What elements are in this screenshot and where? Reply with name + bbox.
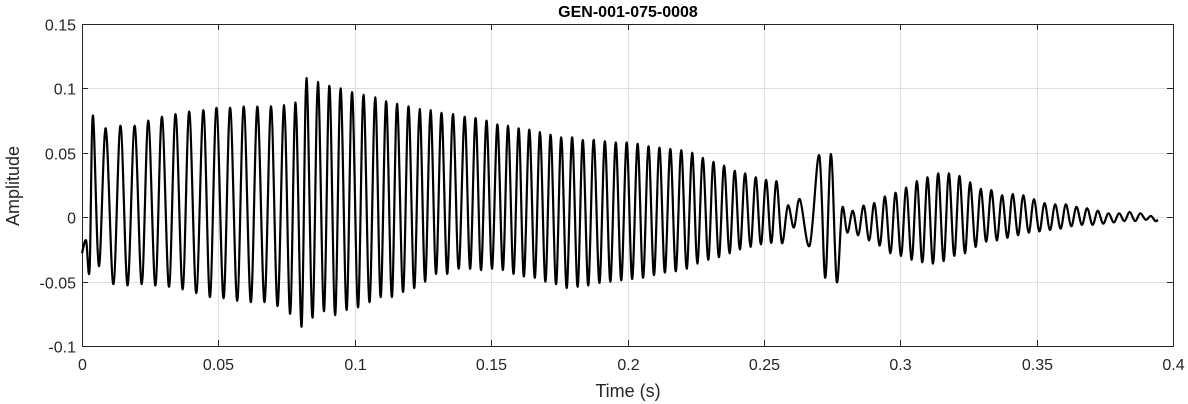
axis-ticks <box>82 24 1174 347</box>
y-tick-label: 0.05 <box>45 147 76 164</box>
x-tick-label: 0.4 <box>1162 357 1184 374</box>
y-axis-label: Amplitude <box>3 146 23 226</box>
y-tick-label: 0 <box>67 211 76 228</box>
y-tick-label: 0.1 <box>54 82 76 99</box>
x-tick-label: 0.05 <box>203 357 234 374</box>
y-tick-labels: -0.1 -0.05 0 0.05 0.1 0.15 <box>40 18 77 357</box>
y-tick-label: -0.05 <box>40 276 77 293</box>
x-tick-label: 0.25 <box>749 357 780 374</box>
chart-title: GEN-001-075-0008 <box>558 4 698 21</box>
x-tick-label: 0.1 <box>344 357 366 374</box>
x-axis-label: Time (s) <box>595 381 660 401</box>
y-tick-label: -0.1 <box>48 340 76 357</box>
x-tick-label: 0.15 <box>476 357 507 374</box>
x-tick-label: 0.35 <box>1022 357 1053 374</box>
waveform-line <box>80 76 1159 328</box>
y-tick-label: 0.15 <box>45 18 76 35</box>
x-tick-label: 0 <box>78 357 87 374</box>
x-tick-label: 0.2 <box>617 357 639 374</box>
x-tick-label: 0.3 <box>889 357 911 374</box>
x-tick-labels: 0 0.05 0.1 0.15 0.2 0.25 0.3 0.35 0.4 <box>78 357 1185 374</box>
